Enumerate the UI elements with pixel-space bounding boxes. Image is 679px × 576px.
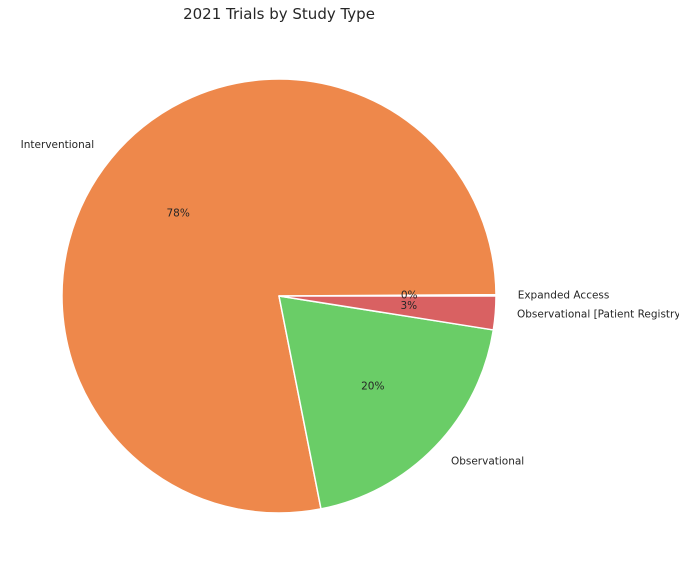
slice-percent-observational: 20%: [361, 380, 384, 392]
chart-title: 2021 Trials by Study Type: [183, 5, 375, 23]
slice-percent-observational-patient-registry: 3%: [400, 300, 417, 312]
pie-slice-observational: [278, 295, 495, 510]
slice-label-observational: Observational: [451, 456, 524, 468]
slice-label-interventional: Interventional: [21, 139, 94, 151]
slice-percent-interventional: 78%: [166, 208, 189, 220]
pie-labels: Expanded Access 0% Interventional 78% Observ…: [21, 139, 679, 468]
slice-label-observational-patient-registry: Observational [Patient Registry]: [517, 309, 679, 321]
pie-slice-observational-patient-registry: [278, 295, 497, 331]
slice-label-expanded-access: Expanded Access: [518, 289, 610, 301]
slice-percent-expanded-access: 0%: [401, 290, 418, 302]
pie-slices: [61, 78, 497, 514]
